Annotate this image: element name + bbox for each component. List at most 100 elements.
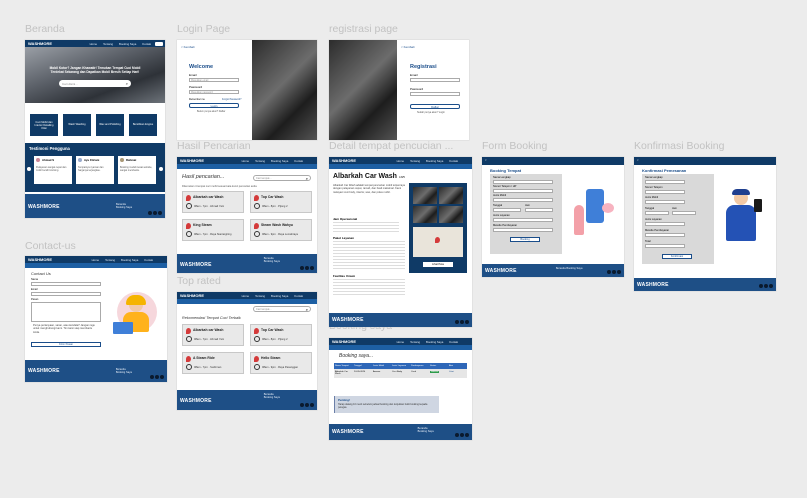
nav-logo[interactable]: WASHMORE: [332, 158, 356, 163]
instagram-icon[interactable]: [764, 284, 768, 288]
back-link[interactable]: <: [485, 159, 487, 162]
detail-link[interactable]: Lihat: [449, 371, 454, 373]
facebook-icon[interactable]: [300, 403, 304, 407]
result-card[interactable]: A Steam Ride 08am - 7pm · Sudirman: [182, 352, 244, 374]
facebook-icon[interactable]: [759, 284, 763, 288]
nav-link-tentang[interactable]: Tentang: [255, 158, 266, 163]
nav-link-kontak[interactable]: Kontak: [294, 293, 303, 298]
map-button[interactable]: Lihat Peta: [423, 262, 453, 267]
nav-link-booking[interactable]: Booking Saya: [119, 41, 137, 46]
daftar-button[interactable]: Daftar: [410, 104, 460, 109]
twitter-icon[interactable]: [310, 403, 314, 407]
instagram-icon[interactable]: [155, 375, 159, 379]
result-card[interactable]: King Steam 08am - 7pm · Raya Siantargirin…: [182, 219, 244, 241]
facebook-icon[interactable]: [300, 266, 304, 270]
pesan-textarea[interactable]: [31, 302, 101, 322]
gallery-image[interactable]: [413, 187, 437, 204]
twitter-icon[interactable]: [769, 284, 773, 288]
forgot-password-link[interactable]: Forgot Password?: [222, 98, 242, 101]
nav-link-home[interactable]: Home: [396, 158, 405, 163]
nav-link-tentang[interactable]: Tentang: [255, 293, 266, 298]
gallery-image[interactable]: [439, 187, 463, 204]
search-icon[interactable]: ⌕: [305, 307, 308, 312]
hero-search-input[interactable]: Cari disini... ⌕: [59, 80, 131, 87]
footer-link[interactable]: Booking Saya: [566, 267, 583, 270]
nav-link-booking[interactable]: Booking Saya: [271, 293, 289, 298]
nav-link-kontak[interactable]: Kontak: [294, 158, 303, 163]
nav-link-kontak[interactable]: Kontak: [449, 339, 458, 344]
nav-link-booking[interactable]: Booking Saya: [426, 339, 444, 344]
nama-field[interactable]: [493, 180, 553, 184]
jenis-mobil-field[interactable]: [493, 198, 553, 202]
nav-logo[interactable]: WASHMORE: [28, 257, 52, 262]
slider-prev-icon[interactable]: [27, 167, 31, 171]
twitter-icon[interactable]: [160, 375, 164, 379]
password-field[interactable]: Masukkan password: [189, 90, 239, 94]
email-input[interactable]: [31, 292, 101, 296]
nav-link-kontak[interactable]: Kontak: [449, 158, 458, 163]
service-tile[interactable]: Wax and Polishing: [96, 114, 124, 136]
footer-link[interactable]: Booking Saya: [417, 430, 434, 434]
nav-link-booking[interactable]: Booking Saya: [426, 158, 444, 163]
email-field[interactable]: Masukkan email: [189, 78, 239, 82]
instagram-icon[interactable]: [460, 320, 464, 324]
password-field[interactable]: [410, 92, 460, 96]
footer-link[interactable]: Beranda: [263, 257, 274, 260]
facebook-icon[interactable]: [148, 211, 152, 215]
nama-input[interactable]: [31, 282, 101, 286]
slider-next-icon[interactable]: [159, 167, 163, 171]
search-input[interactable]: Cari tempat... ⌕: [253, 175, 311, 181]
kirim-button[interactable]: Kirim Pesan: [31, 342, 101, 347]
back-link[interactable]: <: [637, 159, 639, 162]
facebook-icon[interactable]: [150, 375, 154, 379]
footer-link[interactable]: Beranda: [555, 267, 566, 270]
instagram-icon[interactable]: [305, 403, 309, 407]
email-field[interactable]: [410, 78, 460, 82]
facebook-icon[interactable]: [607, 270, 611, 274]
result-card[interactable]: Top Car Wash 08am - 8pm · Pijong 2: [250, 191, 312, 213]
twitter-icon[interactable]: [465, 433, 469, 437]
footer-link[interactable]: Beranda: [263, 393, 274, 396]
footer-link[interactable]: Booking Saya: [116, 206, 133, 210]
footer-link[interactable]: Beranda: [115, 368, 126, 371]
twitter-icon[interactable]: [158, 211, 162, 215]
nav-logo[interactable]: WASHMORE: [180, 293, 204, 298]
footer-link[interactable]: Beranda: [116, 203, 126, 206]
pembayaran-select[interactable]: [493, 228, 553, 232]
instagram-icon[interactable]: [305, 266, 309, 270]
jam-field[interactable]: [525, 208, 553, 212]
result-card[interactable]: Steam Wash Wahyu 08am - 9pm · Raya Lemahr…: [250, 219, 312, 241]
facebook-icon[interactable]: [455, 320, 459, 324]
twitter-icon[interactable]: [617, 270, 621, 274]
map-image[interactable]: [413, 227, 463, 257]
login-button[interactable]: Login: [189, 103, 239, 108]
result-card[interactable]: Albarkah car Wash 08am - 7pm · Ahmad Yani: [182, 191, 244, 213]
nav-link-tentang[interactable]: Tentang: [103, 41, 114, 46]
instagram-icon[interactable]: [153, 211, 157, 215]
facebook-icon[interactable]: [455, 433, 459, 437]
nav-link-kontak[interactable]: Kontak: [144, 257, 153, 262]
nav-logo[interactable]: WASHMORE: [28, 41, 52, 46]
login-link[interactable]: Sudah punya akun? Login: [417, 111, 445, 114]
back-link[interactable]: < Kembali: [181, 45, 195, 49]
nav-link-home[interactable]: Home: [241, 158, 250, 163]
booking-submit-button[interactable]: Booking: [510, 237, 540, 242]
service-tile[interactable]: Wash Washing: [63, 114, 91, 136]
nav-link-home[interactable]: Home: [241, 293, 250, 298]
twitter-icon[interactable]: [310, 266, 314, 270]
nav-link-home[interactable]: Home: [91, 257, 100, 262]
nav-link-tentang[interactable]: Tentang: [105, 257, 116, 262]
instagram-icon[interactable]: [612, 270, 616, 274]
gallery-image[interactable]: [439, 206, 463, 223]
signup-link[interactable]: Belum punya akun? Daftar: [197, 110, 226, 113]
result-card[interactable]: Hello Steam 08am - 9pm · Raya Pasanggan: [250, 352, 312, 374]
twitter-icon[interactable]: [465, 320, 469, 324]
result-card[interactable]: Top Car Wash 08am - 8pm · Pijong 2: [250, 324, 312, 346]
telepon-field[interactable]: [493, 189, 553, 193]
service-tile[interactable]: Bersihkan Engine: [129, 114, 157, 136]
result-card[interactable]: Albarkah car Wash 08am - 7pm · Ahmad Yani: [182, 324, 244, 346]
tanggal-field[interactable]: [493, 208, 521, 212]
nav-link-home[interactable]: Home: [396, 339, 405, 344]
nav-link-tentang[interactable]: Tentang: [410, 339, 421, 344]
footer-link[interactable]: Booking Saya: [263, 260, 280, 264]
